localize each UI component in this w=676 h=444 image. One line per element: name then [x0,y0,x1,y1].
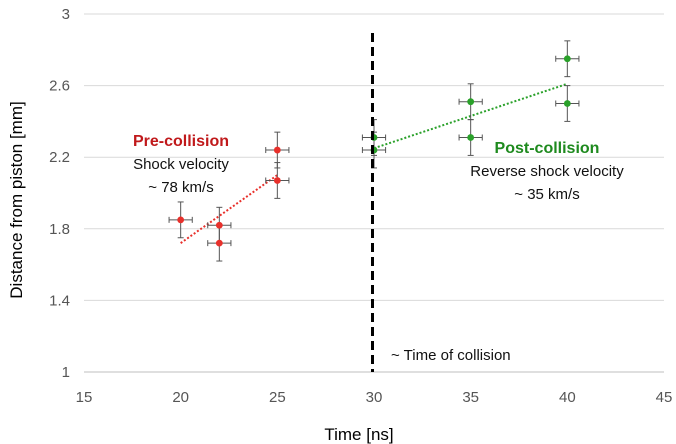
y-tick-label: 2.6 [49,78,70,95]
y-axis-label: Distance from piston [mm] [7,101,26,298]
pre-collision-point [273,177,281,184]
x-tick-label: 20 [172,389,189,406]
post-collision-point [467,134,475,141]
post-collision-point [563,100,571,107]
pre-collision-point [177,216,185,224]
post-collision-line1: Reverse shock velocity [470,163,624,180]
y-tick-label: 1.8 [49,221,70,238]
pre-collision-line2: ~ 78 km/s [148,179,213,196]
post-collision-title: Post-collision [495,140,600,157]
y-tick-label: 1.4 [49,292,70,309]
collision-annotation: ~ Time of collision [391,347,511,364]
post-collision-point [563,55,571,63]
y-tick-label: 1 [62,364,70,381]
x-tick-label: 15 [76,389,93,406]
pre-collision-line1: Shock velocity [133,156,229,173]
x-tick-label: 35 [462,389,479,406]
y-tick-labels: 1 1.4 1.8 2.2 2.6 3 [49,6,70,381]
x-tick-labels: 15 20 25 30 35 40 45 [76,389,673,406]
y-tick-label: 2.2 [49,149,70,166]
y-tick-label: 3 [62,6,70,23]
x-axis-label: Time [ns] [324,425,393,444]
pre-collision-point [215,221,223,229]
x-tick-label: 30 [366,389,383,406]
pre-collision-point [215,239,223,247]
pre-collision-point [273,146,281,154]
pre-collision-title: Pre-collision [133,133,229,150]
x-tick-label: 45 [656,389,673,406]
post-collision-line2: ~ 35 km/s [514,186,579,203]
post-collision-point [467,98,475,106]
x-tick-label: 40 [559,389,576,406]
x-tick-label: 25 [269,389,286,406]
